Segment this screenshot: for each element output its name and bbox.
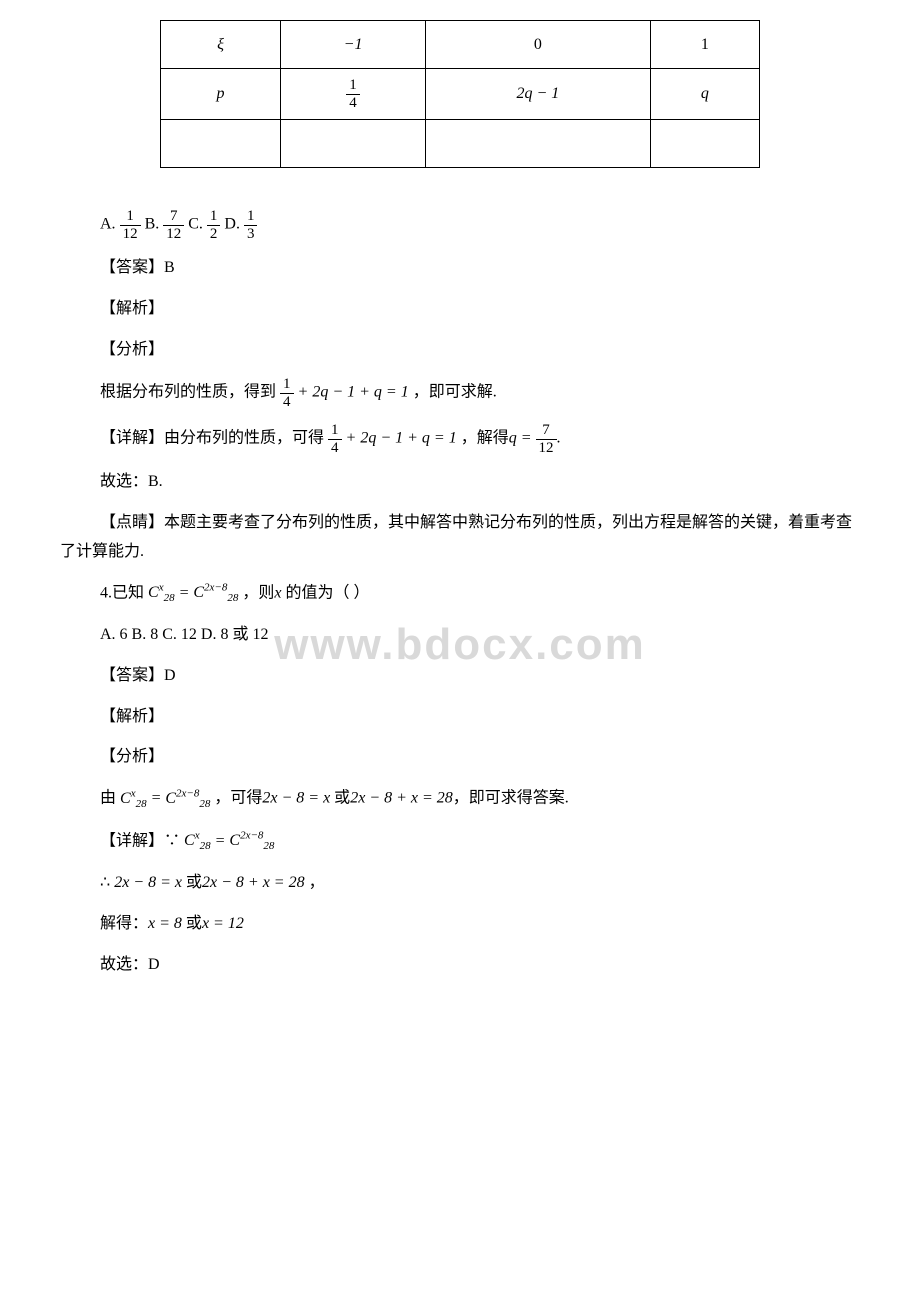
q4-jiexi: 【解析】 xyxy=(60,703,860,732)
q4-stem: 4.已知 Cx28 = C2x−828 ，则x 的值为（ ） xyxy=(60,579,860,609)
cell-r1c4: 1 xyxy=(650,21,759,69)
q4-solve: 解得：x = 8 或x = 12 xyxy=(60,910,860,939)
cell-r3c1 xyxy=(161,120,281,168)
q3-fenxi: 【分析】 xyxy=(60,336,860,365)
q3-dianjing: 【点睛】本题主要考查了分布列的性质，其中解答中熟记分布列的性质，列出方程是解答的… xyxy=(60,509,860,567)
cell-r2c3: 2q − 1 xyxy=(426,69,651,120)
q4-detail: 【详解】∵ Cx28 = C2x−828 xyxy=(60,827,860,857)
q4-answer: 【答案】D xyxy=(60,662,860,691)
q4-fenxi: 【分析】 xyxy=(60,743,860,772)
q3-jiexi: 【解析】 xyxy=(60,295,860,324)
cell-r3c4 xyxy=(650,120,759,168)
cell-r1c3: 0 xyxy=(426,21,651,69)
cell-r3c2 xyxy=(281,120,426,168)
cell-r2c2: 14 xyxy=(281,69,426,120)
q3-answer: 【答案】B xyxy=(60,254,860,283)
distribution-table: ξ −1 0 1 p 14 2q − 1 q xyxy=(160,20,760,168)
cell-r2c1: p xyxy=(161,69,281,120)
cell-r1c1: ξ xyxy=(161,21,281,69)
q4-options: A. 6 B. 8 C. 12 D. 8 或 12 xyxy=(60,621,860,650)
cell-r3c3 xyxy=(426,120,651,168)
cell-r1c2: −1 xyxy=(281,21,426,69)
q3-options: A. 112 B. 712 C. 12 D. 13 xyxy=(60,208,860,242)
cell-r2c4: q xyxy=(650,69,759,120)
q4-analysis: 由 Cx28 = C2x−828 ，可得2x − 8 = x 或2x − 8 +… xyxy=(60,784,860,814)
q4-conclusion: 故选：D xyxy=(60,951,860,980)
q3-analysis: 根据分布列的性质，得到 14 + 2q − 1 + q = 1 ，即可求解. xyxy=(60,376,860,410)
q3-detail: 【详解】由分布列的性质，可得 14 + 2q − 1 + q = 1 ，解得q … xyxy=(60,422,860,456)
q3-conclusion: 故选：B. xyxy=(60,468,860,497)
q4-therefore: ∴ 2x − 8 = x 或2x − 8 + x = 28 ， xyxy=(60,869,860,898)
